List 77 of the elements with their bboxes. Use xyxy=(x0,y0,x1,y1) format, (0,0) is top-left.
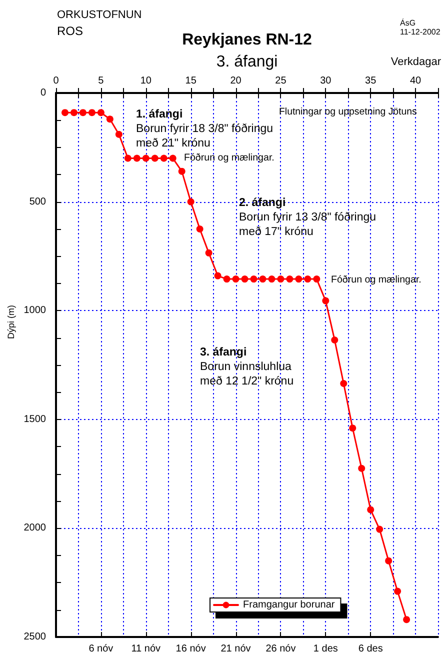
point xyxy=(151,154,158,162)
point xyxy=(367,506,374,514)
annotation: Fóðrun og mælingar. xyxy=(331,274,422,286)
point xyxy=(160,154,168,162)
point xyxy=(88,109,96,116)
point xyxy=(187,198,194,206)
point xyxy=(178,168,186,175)
point xyxy=(331,336,338,344)
text: 3. áfangi xyxy=(200,346,247,358)
point xyxy=(223,276,230,283)
y-tick-label: 1000 xyxy=(24,305,46,316)
x2-tick-label: 6 nóv xyxy=(88,644,114,654)
point xyxy=(214,272,222,280)
point xyxy=(124,154,132,162)
point xyxy=(61,109,68,116)
text: ORKUSTOFNUN xyxy=(57,9,142,21)
point xyxy=(304,276,312,283)
point xyxy=(196,226,204,232)
point xyxy=(133,154,140,162)
point xyxy=(268,276,276,283)
annotation: Flutningar og uppsetning Jötuns xyxy=(279,106,418,118)
y-tick-label: 500 xyxy=(29,196,46,208)
point xyxy=(205,249,212,256)
x2-tick-label: 16 nóv xyxy=(176,644,206,654)
y-tick-label: 2500 xyxy=(24,632,46,642)
point xyxy=(259,276,266,283)
point xyxy=(394,588,402,595)
text: ÁsG xyxy=(400,18,416,28)
y-tick-label: 0 xyxy=(40,88,46,98)
annotation: 2. áfangi Borun fyrir 13 3/8" fóðringu með 17" krónu xyxy=(239,197,376,238)
point xyxy=(97,109,104,116)
x-tick-label: 30 xyxy=(320,76,332,86)
x-axis-title: Verkdagar xyxy=(390,56,442,68)
y-tick-label: 2000 xyxy=(24,522,46,534)
point xyxy=(403,616,410,624)
x-tick-label: 35 xyxy=(365,76,377,86)
text: 11-12-2002 xyxy=(400,28,441,36)
text: Borun vinnsluhlua með 12 1/2" krónu xyxy=(200,361,294,388)
point xyxy=(79,109,86,116)
point xyxy=(358,464,366,472)
point xyxy=(376,526,384,533)
point xyxy=(340,380,348,387)
point xyxy=(115,130,122,138)
point xyxy=(286,276,294,283)
x-tick-label: 10 xyxy=(140,76,152,86)
point xyxy=(106,116,114,123)
text: 3. áfangi xyxy=(216,54,278,70)
y-tick-label: 1500 xyxy=(24,414,46,425)
point xyxy=(142,154,150,162)
point xyxy=(385,557,392,564)
point xyxy=(277,276,284,283)
annotation: 1. áfangi Borun fyrir 18 3/8" fóðringu með 21" krónu xyxy=(136,108,274,150)
x-tick-label: 5 xyxy=(98,76,104,86)
point xyxy=(70,109,78,116)
point xyxy=(322,297,330,304)
x2-tick-label: 21 nóv xyxy=(220,644,251,654)
point xyxy=(295,276,302,283)
x2-tick-label: 1 des xyxy=(313,644,338,654)
legend-label: Framgangur borunar xyxy=(243,600,336,610)
point xyxy=(349,424,356,432)
chart-title: Reykjanes RN-12 xyxy=(182,32,312,48)
x-tick-label: 40 xyxy=(410,76,422,86)
point xyxy=(232,276,240,283)
x-tick-label: 15 xyxy=(185,76,197,86)
text: ROS xyxy=(57,24,84,38)
x-tick-label: 20 xyxy=(230,76,242,86)
x-tick-label: 25 xyxy=(275,76,287,86)
point xyxy=(241,276,248,283)
x2-tick-label: 6 des xyxy=(358,644,383,654)
x-tick-label: 0 xyxy=(53,76,60,86)
point xyxy=(169,154,176,162)
point xyxy=(250,276,258,283)
annotation: Fóðrun og mælingar. xyxy=(184,152,274,164)
x2-tick-label: 26 nóv xyxy=(266,644,296,654)
y-axis-title: Dýpi (m) xyxy=(6,305,16,339)
x2-tick-label: 11 nóv xyxy=(131,644,161,654)
point xyxy=(313,276,320,283)
